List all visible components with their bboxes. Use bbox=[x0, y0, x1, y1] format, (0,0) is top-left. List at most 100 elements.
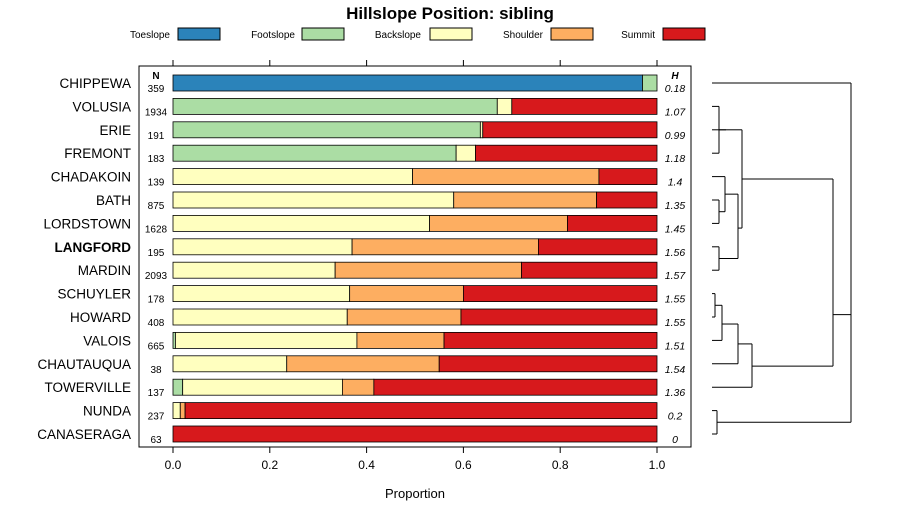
bar-segment-bath-shoulder bbox=[453, 191, 597, 209]
row-label-langford: LANGFORD bbox=[55, 240, 132, 255]
bar-segment-towerville-backslope bbox=[182, 378, 343, 396]
h-value-chadakoin: 1.4 bbox=[668, 177, 683, 189]
row-label-mardin: MARDIN bbox=[78, 263, 131, 278]
h-value-towerville: 1.36 bbox=[665, 387, 686, 399]
row-label-erie: ERIE bbox=[99, 123, 131, 138]
h-value-valois: 1.51 bbox=[665, 340, 685, 352]
bar-segment-schuyler-backslope bbox=[172, 285, 351, 303]
bar-segment-volusia-backslope bbox=[496, 98, 513, 115]
bar-segment-valois-summit bbox=[443, 331, 658, 349]
n-value-canaseraga: 63 bbox=[150, 435, 162, 446]
n-value-chautauqua: 38 bbox=[150, 365, 162, 376]
bar-segment-mardin-backslope bbox=[172, 261, 336, 279]
bar-segment-langford-backslope bbox=[172, 238, 353, 256]
bar-segment-nunda-shoulder bbox=[179, 402, 186, 420]
row-label-chautauqua: CHAUTAUQUA bbox=[37, 357, 131, 372]
h-value-langford: 1.56 bbox=[665, 247, 686, 259]
bar-segment-howard-summit bbox=[460, 308, 658, 326]
n-value-valois: 665 bbox=[148, 341, 165, 352]
h-value-fremont: 1.18 bbox=[665, 153, 686, 165]
row-label-bath: BATH bbox=[96, 193, 131, 208]
row-label-lordstown: LORDSTOWN bbox=[43, 216, 131, 231]
legend-label-footslope: Footslope bbox=[251, 30, 295, 41]
bar-segment-fremont-summit bbox=[475, 144, 658, 162]
bar-segment-mardin-summit bbox=[521, 261, 658, 279]
bar-segment-langford-summit bbox=[538, 238, 658, 256]
bar-segment-schuyler-summit bbox=[462, 285, 658, 303]
row-label-fremont: FREMONT bbox=[64, 146, 131, 161]
row-label-schuyler: SCHUYLER bbox=[57, 287, 131, 302]
n-value-howard: 408 bbox=[148, 318, 165, 329]
legend-swatch-summit bbox=[662, 27, 706, 41]
bar-segment-fremont-backslope bbox=[455, 144, 476, 162]
x-tick-label: 0.8 bbox=[552, 458, 569, 472]
row-label-volusia: VOLUSIA bbox=[72, 99, 131, 114]
h-value-howard: 1.55 bbox=[665, 317, 686, 329]
row-label-valois: VALOIS bbox=[83, 333, 131, 348]
bar-segment-chippewa-toeslope bbox=[172, 74, 643, 92]
legend-swatch-shoulder bbox=[550, 27, 594, 41]
row-label-nunda: NUNDA bbox=[83, 404, 131, 419]
n-value-chadakoin: 139 bbox=[148, 178, 165, 189]
bar-segment-mardin-shoulder bbox=[334, 261, 522, 279]
dendrogram bbox=[712, 82, 852, 435]
legend-label-summit: Summit bbox=[621, 30, 655, 41]
n-value-nunda: 237 bbox=[148, 412, 165, 423]
row-label-chadakoin: CHADAKOIN bbox=[51, 170, 131, 185]
h-value-chippewa: 0.18 bbox=[665, 83, 686, 95]
legend-label-backslope: Backslope bbox=[375, 30, 422, 41]
h-value-lordstown: 1.45 bbox=[665, 223, 686, 235]
x-tick-label: 0.6 bbox=[455, 458, 472, 472]
bar-segment-towerville-footslope bbox=[172, 378, 184, 396]
x-tick-label: 1.0 bbox=[649, 458, 666, 472]
legend-swatch-backslope bbox=[429, 27, 473, 41]
bar-segment-schuyler-shoulder bbox=[349, 285, 464, 303]
n-value-erie: 191 bbox=[148, 131, 165, 142]
bar-segment-erie-footslope bbox=[172, 121, 481, 139]
bar-segment-towerville-shoulder bbox=[341, 378, 375, 396]
h-value-chautauqua: 1.54 bbox=[665, 364, 686, 376]
bar-segment-chautauqua-shoulder bbox=[286, 355, 440, 373]
legend-label-shoulder: Shoulder bbox=[503, 30, 544, 41]
bar-segment-bath-backslope bbox=[172, 191, 455, 209]
plot-frame bbox=[138, 65, 692, 448]
bar-segment-nunda-summit bbox=[184, 402, 658, 420]
x-axis-label: Proportion bbox=[385, 486, 445, 501]
n-value-lordstown: 1628 bbox=[145, 224, 168, 235]
bar-segment-valois-backslope bbox=[175, 331, 358, 349]
n-value-mardin: 2093 bbox=[145, 271, 168, 282]
row-label-towerville: TOWERVILLE bbox=[44, 380, 131, 395]
bar-segment-canaseraga-summit bbox=[172, 425, 658, 443]
bar-segment-chippewa-footslope bbox=[642, 74, 658, 92]
n-column-header: N bbox=[152, 71, 159, 82]
x-tick-label: 0.0 bbox=[165, 458, 182, 472]
n-value-towerville: 137 bbox=[148, 388, 165, 399]
legend-label-toeslope: Toeslope bbox=[130, 30, 170, 41]
row-label-canaseraga: CANASERAGA bbox=[37, 427, 131, 442]
bar-segment-towerville-summit bbox=[373, 378, 658, 396]
h-value-erie: 0.99 bbox=[665, 130, 686, 142]
chart-title: Hillslope Position: sibling bbox=[346, 4, 554, 23]
legend-swatch-toeslope bbox=[177, 27, 221, 41]
bar-segment-howard-backslope bbox=[172, 308, 348, 326]
x-tick-label: 0.4 bbox=[358, 458, 375, 472]
row-label-howard: HOWARD bbox=[70, 310, 131, 325]
h-value-schuyler: 1.55 bbox=[665, 294, 686, 306]
bar-segment-erie-summit bbox=[482, 121, 658, 139]
bar-segment-valois-shoulder bbox=[356, 331, 445, 349]
bar-segment-lordstown-summit bbox=[567, 214, 658, 232]
bar-segment-bath-summit bbox=[596, 191, 658, 209]
h-value-canaseraga: 0 bbox=[672, 434, 678, 446]
bar-segment-fremont-footslope bbox=[172, 144, 457, 162]
bar-segment-volusia-summit bbox=[511, 98, 658, 115]
bar-segment-chautauqua-backslope bbox=[172, 355, 288, 373]
n-value-langford: 195 bbox=[148, 248, 165, 259]
legend-swatch-footslope bbox=[301, 27, 345, 41]
n-value-bath: 875 bbox=[148, 201, 165, 212]
bar-segment-chadakoin-backslope bbox=[172, 168, 413, 186]
n-value-volusia: 1934 bbox=[145, 107, 168, 118]
n-value-schuyler: 178 bbox=[148, 295, 165, 306]
bar-segment-chautauqua-summit bbox=[438, 355, 658, 373]
bar-segment-langford-shoulder bbox=[351, 238, 539, 256]
